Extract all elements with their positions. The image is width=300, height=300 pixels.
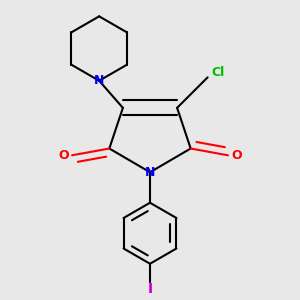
Text: Cl: Cl (211, 66, 224, 79)
Text: N: N (94, 74, 104, 87)
Text: O: O (58, 149, 69, 162)
Text: N: N (145, 166, 155, 179)
Text: O: O (231, 149, 242, 162)
Text: I: I (147, 282, 153, 296)
